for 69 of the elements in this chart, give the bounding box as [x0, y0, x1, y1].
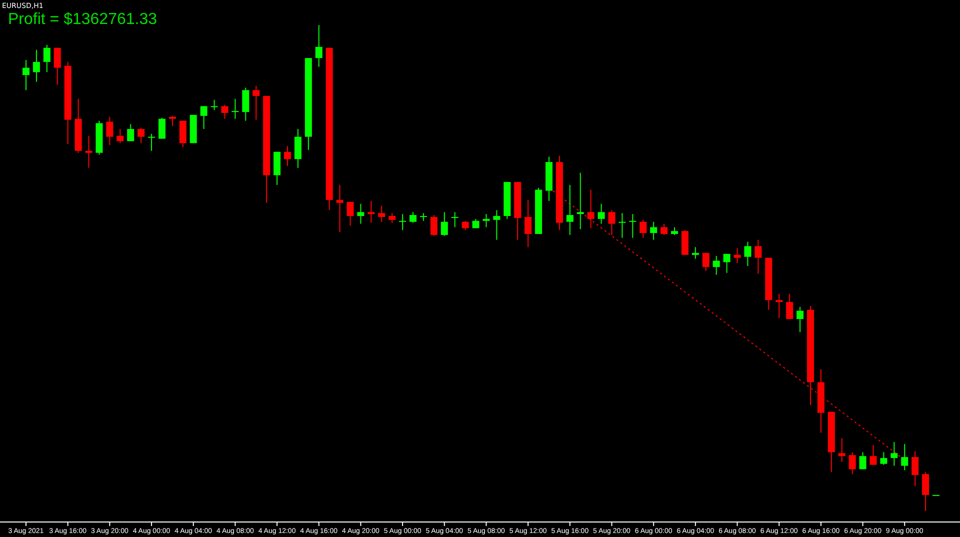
candlestick — [388, 212, 396, 224]
candlestick — [336, 184, 344, 233]
candlestick — [776, 293, 783, 319]
candlestick — [158, 117, 166, 140]
candlestick — [880, 452, 888, 466]
candlestick — [138, 128, 145, 144]
candlestick — [168, 115, 176, 127]
candlestick — [54, 47, 61, 86]
candlestick — [723, 253, 730, 274]
candlestick — [566, 184, 574, 236]
candlestick — [493, 210, 500, 240]
candlestick — [482, 214, 490, 228]
candlestick — [660, 223, 668, 236]
candlestick — [179, 120, 186, 148]
candlestick — [378, 205, 386, 222]
candlestick — [608, 210, 616, 236]
candlestick — [838, 438, 846, 462]
candlestick — [357, 203, 364, 224]
candlestick — [922, 472, 930, 512]
candlestick — [85, 135, 92, 168]
candlestick — [681, 230, 688, 256]
candlestick — [221, 104, 228, 120]
candlestick — [734, 248, 741, 264]
candlestick — [848, 452, 856, 475]
candlestick — [859, 452, 866, 470]
candlestick — [399, 214, 406, 231]
candlestick — [242, 87, 250, 122]
candlestick — [127, 124, 134, 142]
candlestick — [43, 44, 50, 73]
candlestick — [576, 172, 584, 230]
candlestick — [106, 116, 114, 146]
candlestick — [430, 214, 438, 236]
candlestick — [22, 59, 30, 91]
candlestick — [692, 246, 699, 260]
candlestick — [148, 133, 156, 152]
candlestick — [252, 85, 260, 120]
candlestick — [796, 306, 804, 333]
candlestick — [702, 252, 710, 272]
candlestick — [524, 199, 532, 248]
annotation: Profit = $1362761.33 — [8, 11, 158, 28]
candlestick — [786, 293, 794, 320]
candlestick — [232, 98, 239, 120]
candlestick — [629, 214, 636, 238]
candlestick — [420, 212, 427, 222]
candlestick — [901, 443, 908, 471]
candlestick — [274, 151, 281, 186]
candlestick — [462, 220, 469, 231]
candlestick — [200, 106, 208, 130]
candlestick — [116, 128, 124, 144]
candlestick — [210, 99, 218, 111]
candlestick — [744, 241, 752, 267]
candlestick — [618, 212, 626, 238]
candlestick — [712, 255, 720, 276]
candlestick — [650, 221, 658, 240]
candlestick — [598, 203, 605, 224]
candlestick — [451, 212, 458, 228]
candlestick — [912, 450, 919, 487]
candlestick — [368, 200, 375, 224]
candlestick — [284, 146, 291, 166]
candlestick — [754, 239, 762, 274]
candlestick — [294, 128, 302, 168]
candlestick — [870, 444, 877, 466]
candlestick — [640, 219, 647, 238]
candlestick — [315, 24, 322, 68]
candlestick — [410, 212, 417, 224]
candlestick — [346, 201, 354, 226]
candlestick — [32, 49, 40, 82]
candlestick — [890, 441, 898, 466]
candlestick — [440, 212, 448, 236]
